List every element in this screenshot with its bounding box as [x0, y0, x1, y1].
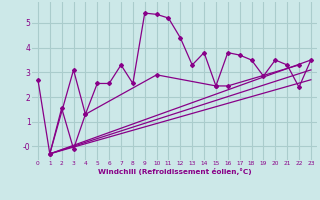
X-axis label: Windchill (Refroidissement éolien,°C): Windchill (Refroidissement éolien,°C): [98, 168, 251, 175]
